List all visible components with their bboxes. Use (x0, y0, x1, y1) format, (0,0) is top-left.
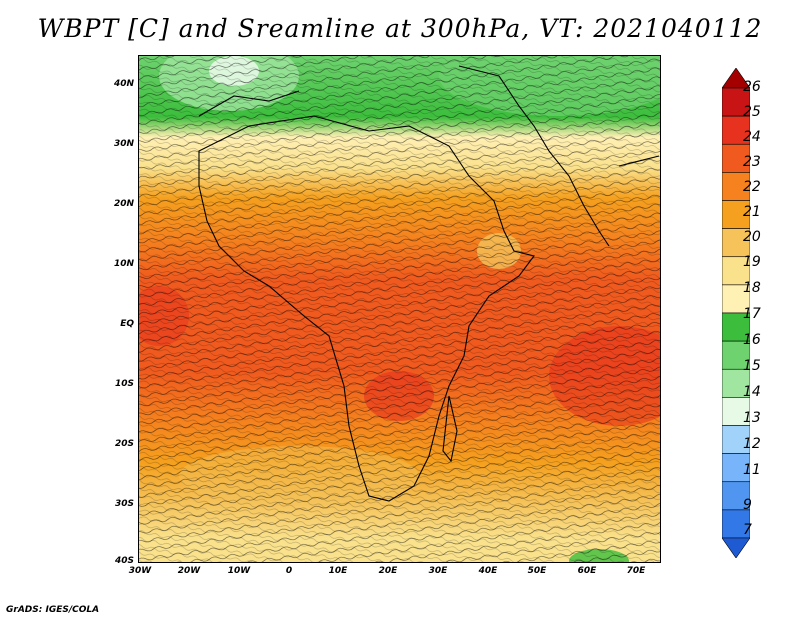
colorbar-label: 15 (743, 358, 761, 374)
colorbar-label: 11 (743, 462, 761, 478)
colorbar-label: 24 (743, 129, 761, 145)
colorbar-swatch (721, 537, 751, 559)
colorbar (721, 67, 751, 559)
colorbar-swatch (721, 397, 751, 426)
lat-tick-label: 30S (114, 499, 134, 509)
map-title: WBPT [C] and Sreamline at 300hPa, VT: 20… (37, 14, 763, 43)
colorbar-label: 13 (743, 410, 761, 426)
lon-tick-label: 20E (378, 566, 398, 576)
colorbar-label: 16 (743, 332, 761, 348)
map-plot-area (138, 55, 661, 563)
lon-tick-label: 50E (527, 566, 547, 576)
lat-tick-label: 30N (113, 139, 134, 149)
colorbar-label: 19 (743, 254, 761, 270)
lat-tick-label: 40S (114, 556, 134, 566)
lon-tick-label: 0 (285, 566, 293, 576)
colorbar-swatches (721, 67, 751, 559)
colorbar-swatch (721, 172, 751, 201)
colorbar-label: 17 (743, 306, 761, 322)
temperature-field (139, 56, 660, 562)
lat-tick-label: 10S (114, 379, 134, 389)
lat-tick-label: 20N (113, 199, 134, 209)
colorbar-label: 18 (743, 280, 761, 296)
colorbar-swatch (721, 312, 751, 342)
credit-text: GrADS: IGES/COLA (6, 605, 100, 615)
colorbar-swatch (721, 284, 751, 314)
lat-tick-label: 20S (114, 439, 134, 449)
colorbar-label: 7 (743, 522, 752, 538)
streamlines-secondary (139, 56, 660, 562)
colorbar-label: 26 (743, 79, 761, 95)
colorbar-label: 20 (743, 229, 761, 245)
lon-tick-label: 30W (128, 566, 152, 576)
lat-tick-label: 10N (113, 259, 134, 269)
colorbar-swatch (721, 228, 751, 258)
lon-tick-label: 10E (328, 566, 348, 576)
colorbar-swatch (721, 425, 751, 454)
lon-tick-label: 20W (177, 566, 201, 576)
colorbar-label: 21 (743, 204, 761, 220)
lon-tick-label: 70E (626, 566, 646, 576)
colorbar-swatch (721, 453, 751, 483)
coastlines (198, 65, 660, 502)
colorbar-label: 23 (743, 154, 761, 170)
colorbar-label: 22 (743, 179, 761, 195)
lon-tick-label: 30E (428, 566, 448, 576)
colorbar-label: 14 (743, 384, 761, 400)
lon-tick-label: 60E (577, 566, 597, 576)
lon-tick-label: 40E (478, 566, 498, 576)
colorbar-swatch (721, 115, 751, 145)
lat-tick-label: 40N (113, 79, 134, 89)
colorbar-swatch (721, 481, 751, 511)
colorbar-swatch (721, 340, 751, 370)
colorbar-label: 25 (743, 104, 761, 120)
lon-tick-label: 10W (227, 566, 251, 576)
colorbar-label: 9 (743, 497, 752, 513)
colorbar-label: 12 (743, 436, 761, 452)
lat-tick-label: EQ (120, 319, 134, 329)
colorbar-swatch (721, 368, 751, 398)
